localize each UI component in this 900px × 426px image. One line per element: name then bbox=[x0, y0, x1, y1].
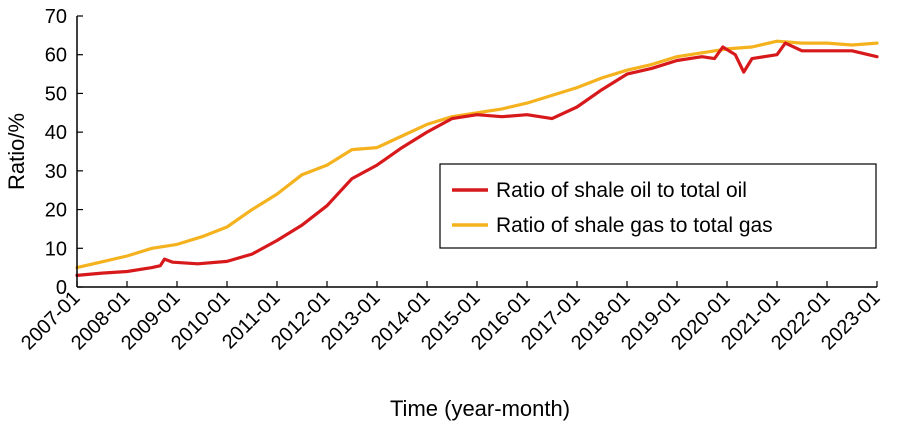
y-tick-label: 10 bbox=[45, 238, 67, 260]
y-axis-title: Ratio/% bbox=[4, 113, 29, 190]
legend-label-shale-oil: Ratio of shale oil to total oil bbox=[496, 179, 747, 202]
y-tick-label: 50 bbox=[45, 83, 67, 105]
y-tick-label: 30 bbox=[45, 161, 67, 183]
series-lines bbox=[75, 39, 879, 277]
x-axis-ticks: 2007-012008-012009-012010-012011-012012-… bbox=[17, 281, 885, 354]
y-tick-label: 0 bbox=[56, 277, 67, 299]
y-tick-label: 40 bbox=[45, 122, 67, 144]
y-tick-label: 20 bbox=[45, 200, 67, 222]
y-tick-label: 60 bbox=[45, 45, 67, 67]
legend: Ratio of shale oil to total oil Ratio of… bbox=[439, 163, 877, 249]
series-line-shale-oil bbox=[75, 41, 879, 277]
x-axis-title: Time (year-month) bbox=[390, 396, 570, 421]
legend-label-shale-gas: Ratio of shale gas to total gas bbox=[496, 214, 773, 237]
legend-box bbox=[439, 163, 877, 249]
series-line-shale-gas bbox=[75, 39, 879, 270]
y-tick-label: 70 bbox=[45, 6, 67, 28]
y-axis-ticks: 0 10 20 30 40 50 60 70 bbox=[45, 6, 83, 299]
